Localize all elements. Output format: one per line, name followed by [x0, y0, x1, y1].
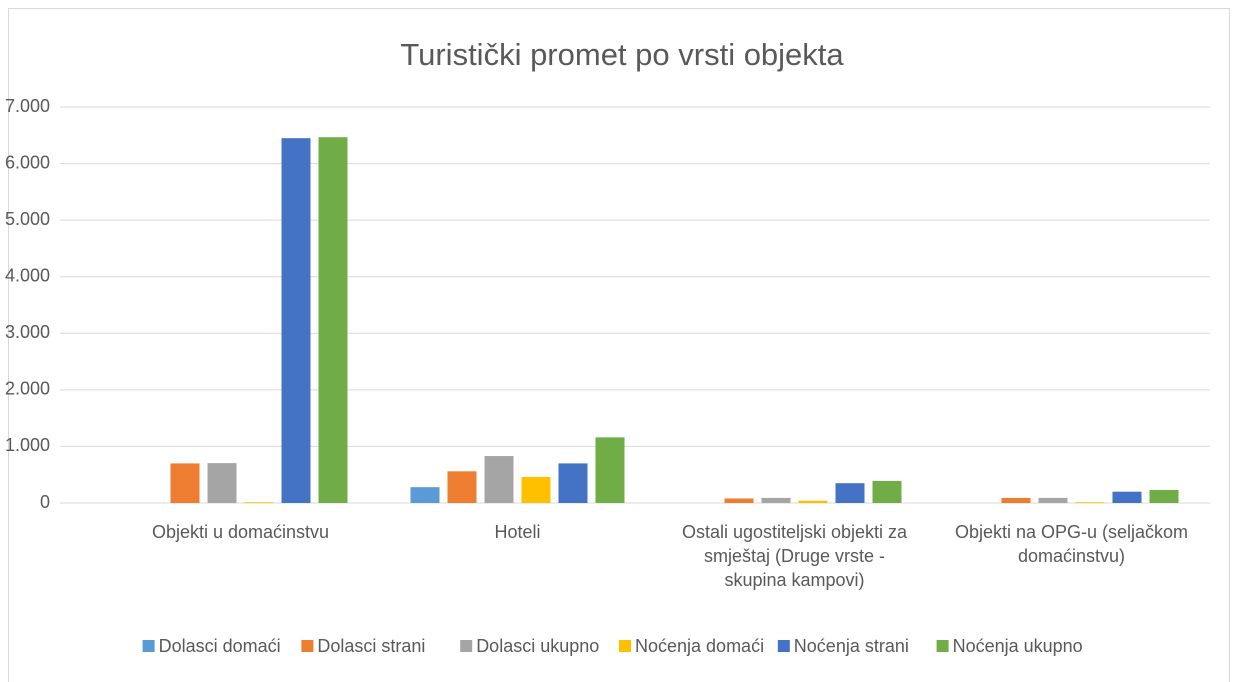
- bar: [835, 483, 865, 503]
- bar: [318, 137, 348, 503]
- chart-border: [8, 8, 1230, 682]
- bar: [521, 476, 551, 503]
- legend-swatch: [936, 640, 949, 652]
- legend-swatch: [301, 640, 314, 652]
- bar: [724, 498, 754, 503]
- legend-label: Noćenja strani: [794, 636, 909, 656]
- bar: [244, 502, 274, 503]
- y-tick-label: 2.000: [5, 379, 50, 399]
- bar: [1038, 497, 1068, 503]
- legend-label: Dolasci strani: [317, 636, 425, 656]
- bar: [558, 463, 588, 503]
- y-tick-label: 0: [40, 492, 50, 512]
- bar: [595, 437, 625, 503]
- bar: [1001, 497, 1031, 503]
- bar: [872, 480, 902, 503]
- x-tick-label: Objekti na OPG-u (seljačkom domaćinstvu): [954, 522, 1189, 566]
- legend-swatch: [619, 640, 631, 652]
- legend-label: Noćenja ukupno: [953, 636, 1083, 656]
- bar: [447, 471, 477, 503]
- x-tick-label: Objekti u domaćinstvu: [151, 522, 330, 542]
- x-tick-label: Ostali ugostiteljski objekti za smještaj…: [681, 522, 908, 590]
- bar: [170, 463, 200, 503]
- bar: [1149, 489, 1179, 503]
- bar: [410, 487, 440, 503]
- legend-swatch: [142, 640, 155, 652]
- x-tick-label: Hoteli: [494, 522, 541, 542]
- bar: [281, 138, 311, 504]
- bar: [798, 500, 828, 503]
- bar: [484, 456, 514, 503]
- legend-swatch: [460, 640, 473, 652]
- y-tick-label: 4.000: [5, 265, 50, 285]
- y-tick-label: 7.000: [5, 96, 50, 116]
- legend-label: Dolasci domaći: [159, 636, 281, 656]
- bar: [1112, 491, 1142, 503]
- bar: [207, 463, 237, 503]
- legend-label: Dolasci ukupno: [476, 636, 599, 656]
- y-tick-label: 1.000: [5, 435, 50, 455]
- chart-title: Turistički promet po vrsti objekta: [400, 37, 844, 72]
- y-tick-label: 6.000: [5, 152, 50, 172]
- y-tick-label: 3.000: [5, 322, 50, 342]
- legend-swatch: [777, 640, 790, 652]
- y-tick-label: 5.000: [5, 209, 50, 229]
- bar: [1075, 502, 1105, 503]
- legend-label: Noćenja domaći: [635, 636, 764, 656]
- bar: [761, 497, 791, 503]
